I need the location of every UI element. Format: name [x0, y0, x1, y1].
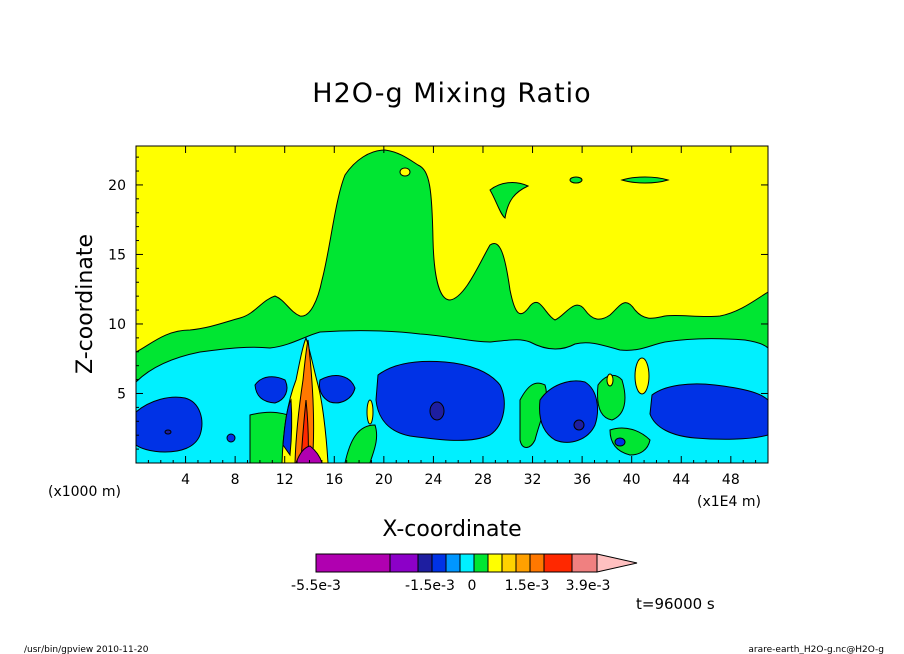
field-darkblue-spot [573, 419, 585, 431]
field-green-lower [344, 424, 378, 463]
field-blue-region [319, 375, 356, 404]
field-blue-region [136, 396, 203, 453]
y-tick-label: 5 [117, 386, 126, 402]
footer-right: arare-earth_H2O-g.nc@H2O-g [748, 645, 884, 654]
colorbar-cell [389, 553, 419, 573]
colorbar-cell [543, 553, 573, 573]
x-tick-label: 44 [672, 472, 690, 488]
field-yellow-blob [634, 357, 650, 395]
colorbar-cell [445, 553, 461, 573]
colorbar-cell [417, 553, 433, 573]
field-green-blob [620, 176, 670, 184]
field-yellow-blob [606, 373, 614, 387]
field-plume-blue [282, 398, 293, 457]
plot-frame [135, 145, 769, 464]
x-tick-label: 48 [722, 472, 740, 488]
field-blue-region [375, 360, 505, 441]
x-tick-label: 32 [524, 472, 542, 488]
x-tick-label: 28 [474, 472, 492, 488]
field-darkblue-spot [429, 401, 445, 421]
field-blue-region [254, 376, 288, 404]
colorbar-cell [315, 553, 391, 573]
colorbar-cell [515, 553, 531, 573]
field-yellow-blob [399, 167, 411, 177]
field-darkblue-spot [164, 429, 172, 435]
colorbar-cell [487, 553, 503, 573]
colorbar [315, 553, 638, 573]
colorbar-labels: -5.5e-3 -1.5e-3 0 1.5e-3 3.9e-3 [291, 578, 610, 594]
colorbar-tick-label: 3.9e-3 [566, 578, 611, 594]
x-tick-label: 4 [181, 472, 190, 488]
colorbar-tick-label: 0 [468, 578, 477, 594]
colorbar-extend-arrow [596, 553, 638, 573]
field-green-blob [489, 182, 530, 219]
chart-title: H2O-g Mixing Ratio [312, 78, 591, 109]
colorbar-cell [501, 553, 517, 573]
colorbar-cell [431, 553, 447, 573]
colorbar-cell [459, 553, 475, 573]
y-tick-label: 20 [108, 178, 126, 194]
colorbar-cell [529, 553, 545, 573]
field-plume-orange [294, 339, 315, 463]
field-blue-region [614, 437, 626, 447]
field-blue-region [649, 383, 768, 440]
y-axis-label: Z-coordinate [73, 234, 98, 374]
colorbar-tick-label: 1.5e-3 [505, 578, 550, 594]
y-unit-note: (x1000 m) [48, 484, 121, 500]
x-tick-label: 24 [424, 472, 442, 488]
time-label: t=96000 s [636, 595, 715, 613]
field-green-blob [569, 176, 583, 184]
x-tick-label: 16 [325, 472, 343, 488]
field-green-lower [609, 427, 651, 456]
x-tick-label: 40 [623, 472, 641, 488]
y-tick-label: 15 [108, 247, 126, 263]
x-tick-label: 36 [573, 472, 591, 488]
field-blue-region [226, 433, 236, 443]
x-tick-label: 20 [375, 472, 393, 488]
colorbar-cell [473, 553, 489, 573]
x-unit-note: (x1E4 m) [697, 494, 761, 510]
colorbar-cell [571, 553, 598, 573]
field-plume-purple [295, 445, 323, 463]
x-tick-label: 12 [276, 472, 294, 488]
colorbar-tick-label: -5.5e-3 [291, 578, 341, 594]
x-axis-label: X-coordinate [382, 517, 521, 542]
y-tick-label: 10 [108, 317, 126, 333]
colorbar-tick-label: -1.5e-3 [405, 578, 455, 594]
x-tick-label: 8 [231, 472, 240, 488]
footer-left: /usr/bin/gpview 2010-11-20 [24, 645, 149, 654]
field-yellow-blob [366, 399, 374, 425]
